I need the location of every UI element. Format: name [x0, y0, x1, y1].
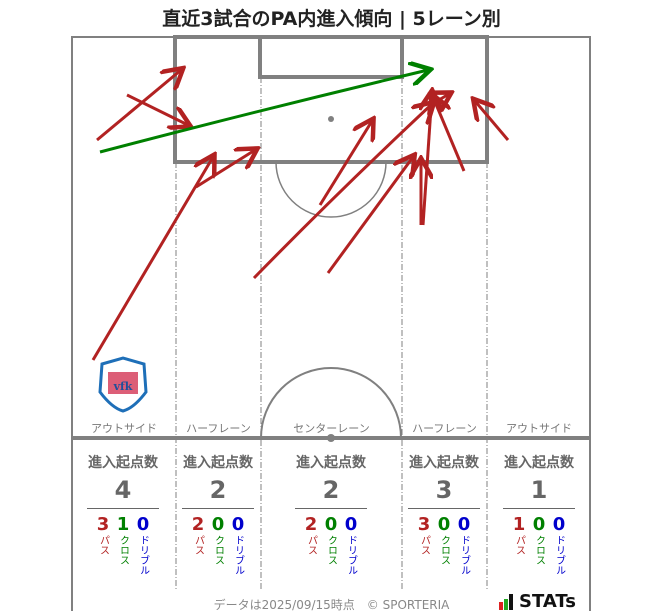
pass-label: パス — [513, 535, 525, 555]
stat-header: 進入起点数 — [504, 455, 574, 471]
pass-arrow — [195, 150, 255, 189]
dribble-label: ドリブル — [345, 535, 357, 575]
dribble-count: 0 — [457, 514, 471, 535]
dribble-label: ドリブル — [553, 535, 565, 575]
divider — [503, 508, 575, 509]
cross-arrow — [99, 70, 428, 154]
pass-label: パス — [305, 535, 317, 555]
pass-label: パス — [97, 535, 109, 555]
stats-logo: STATs — [499, 591, 576, 611]
dribble-count: 0 — [552, 514, 566, 535]
lane-label: ハーフレーン — [186, 422, 251, 435]
total-count: 2 — [209, 476, 227, 504]
stat-header: 進入起点数 — [409, 455, 479, 471]
divider — [182, 508, 254, 509]
cross-count: 0 — [437, 514, 451, 535]
cross-count: 0 — [211, 514, 225, 535]
pass-arrow — [475, 101, 510, 141]
dribble-label: ドリブル — [232, 535, 244, 575]
pass-arrow — [252, 104, 432, 280]
cross-count: 0 — [532, 514, 546, 535]
stat-header: 進入起点数 — [88, 455, 158, 471]
cross-label: クロス — [117, 535, 129, 565]
dribble-count: 0 — [344, 514, 358, 535]
pass-arrow — [96, 70, 181, 142]
cross-count: 0 — [324, 514, 338, 535]
center-circle — [260, 367, 402, 439]
cross-label: クロス — [325, 535, 337, 565]
page-title: 直近3試合のPA内進入傾向 | 5レーン別 — [162, 8, 501, 30]
lane-stat: 進入起点数 3 3 パス 0 クロス 0 ドリブル — [394, 452, 494, 575]
divider — [295, 508, 367, 509]
dribble-count: 0 — [136, 514, 150, 535]
pass-count: 3 — [417, 514, 431, 535]
lane-stat: 進入起点数 2 2 パス 0 クロス 0 ドリブル — [168, 452, 268, 575]
cross-count: 1 — [116, 514, 130, 535]
dribble-count: 0 — [231, 514, 245, 535]
pass-label: パス — [418, 535, 430, 555]
pass-count: 2 — [304, 514, 318, 535]
total-count: 2 — [322, 476, 340, 504]
pass-count: 1 — [512, 514, 526, 535]
team-logo: vfk — [98, 356, 148, 413]
stat-header: 進入起点数 — [296, 455, 366, 471]
total-count: 3 — [435, 476, 453, 504]
pass-arrow — [326, 157, 413, 274]
lane-stat: 進入起点数 1 1 パス 0 クロス 0 ドリブル — [489, 452, 589, 575]
lane-stat: 進入起点数 2 2 パス 0 クロス 0 ドリブル — [281, 452, 381, 575]
cross-label: クロス — [533, 535, 545, 565]
brand-name: STATs — [519, 591, 576, 611]
cross-label: クロス — [212, 535, 224, 565]
svg-text:vfk: vfk — [113, 380, 133, 393]
cross-label: クロス — [438, 535, 450, 565]
dribble-label: ドリブル — [458, 535, 470, 575]
center-spot — [327, 434, 335, 442]
lane-label: センターレーン — [293, 422, 370, 435]
pass-count: 3 — [96, 514, 110, 535]
total-count: 1 — [530, 476, 548, 504]
pass-arrow — [126, 93, 188, 125]
pass-label: パス — [192, 535, 204, 555]
pass-count: 2 — [191, 514, 205, 535]
pass-arrow — [433, 97, 466, 172]
divider — [408, 508, 480, 509]
pass-arrow — [91, 157, 213, 361]
lane-label: ハーフレーン — [412, 422, 477, 435]
lane-label: アウトサイド — [506, 422, 572, 435]
penalty-arc — [275, 161, 387, 218]
lane-label: アウトサイド — [91, 422, 157, 435]
footer: データは2025/09/15時点 © SPORTERIA — [213, 598, 450, 611]
penalty-spot — [328, 116, 334, 122]
pass-arrow — [318, 121, 372, 206]
goal-area — [258, 35, 404, 79]
bar-chart-icon — [499, 593, 513, 610]
divider — [87, 508, 159, 509]
dribble-label: ドリブル — [137, 535, 149, 575]
total-count: 4 — [114, 476, 132, 504]
lane-stat: 進入起点数 4 3 パス 1 クロス 0 ドリブル — [73, 452, 173, 575]
stat-header: 進入起点数 — [183, 455, 253, 471]
